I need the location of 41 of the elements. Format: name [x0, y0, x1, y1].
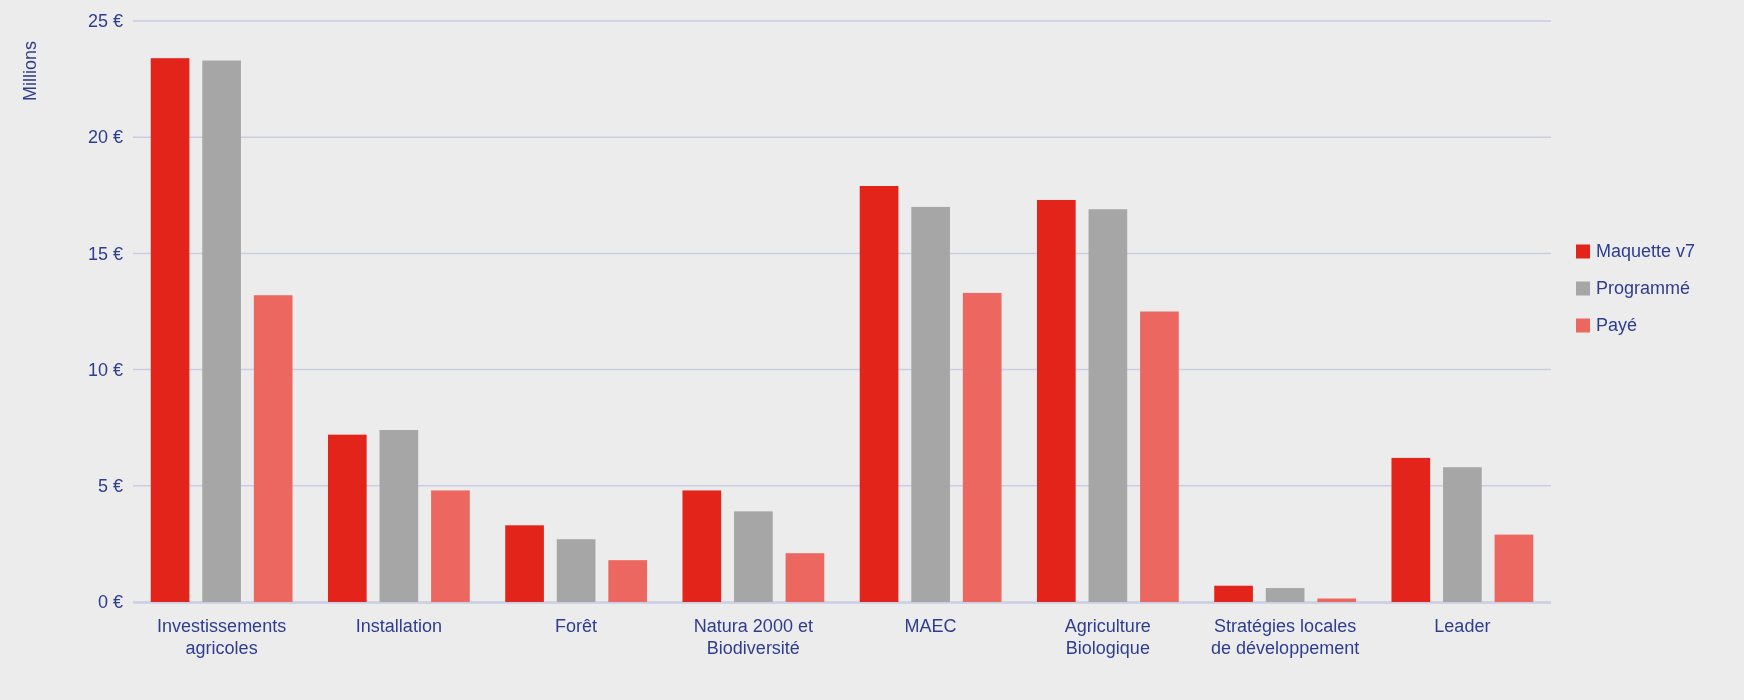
- y-tick-label: 5 €: [97, 476, 123, 497]
- bar: [962, 292, 1002, 602]
- bar: [1140, 311, 1179, 602]
- bar: [682, 490, 722, 602]
- bar: [431, 490, 470, 602]
- y-tick-label: 10 €: [87, 359, 123, 380]
- bar: [1036, 199, 1076, 602]
- y-axis-title: Millions: [20, 40, 40, 102]
- y-tick-label: 25 €: [87, 11, 123, 32]
- bar: [1443, 467, 1482, 602]
- x-tick-label: Agriculture Biologique: [1064, 616, 1151, 658]
- y-tick-label: 15 €: [87, 243, 123, 264]
- x-tick-label: Stratégies locales de développement: [1211, 616, 1360, 658]
- x-tick-label: Investissements agricoles: [157, 616, 287, 658]
- legend-label: Maquette v7: [1596, 240, 1696, 261]
- bar: [379, 430, 419, 602]
- bar: [556, 539, 596, 602]
- legend-label: Programmé: [1596, 277, 1691, 298]
- bar: [1391, 457, 1431, 602]
- bar: [1265, 588, 1305, 602]
- y-tick-label: 20 €: [87, 127, 123, 148]
- bar: [911, 206, 950, 602]
- x-tick-label: Natura 2000 et Biodiversité: [693, 616, 813, 658]
- x-tick-label: Leader: [1434, 616, 1491, 636]
- bar: [734, 511, 773, 602]
- legend-label: Payé: [1596, 314, 1638, 335]
- bar: [1088, 209, 1128, 602]
- bar: [253, 295, 293, 602]
- bar: [327, 434, 367, 602]
- bar: [859, 186, 899, 602]
- bar: [150, 58, 190, 602]
- x-tick-label: Installation: [355, 616, 442, 636]
- bar: [1214, 585, 1253, 602]
- bar: [785, 553, 825, 602]
- bar: [505, 525, 544, 602]
- bar: [202, 60, 241, 602]
- bar: [608, 560, 648, 602]
- x-tick-label: MAEC: [904, 616, 957, 636]
- bar: [1494, 534, 1534, 602]
- x-tick-label: Forêt: [555, 616, 598, 636]
- y-tick-label: 0 €: [97, 592, 123, 613]
